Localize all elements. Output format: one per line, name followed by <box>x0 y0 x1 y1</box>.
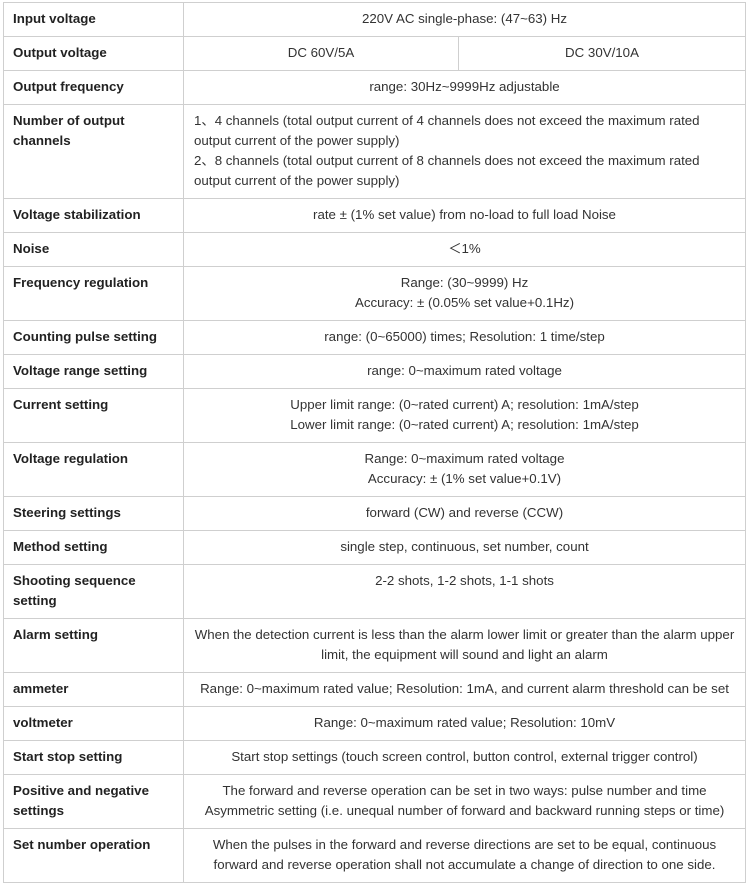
spec-label: Current setting <box>3 388 184 443</box>
spec-value-line: Accuracy: ± (1% set value+0.1V) <box>367 471 562 486</box>
spec-value: When the pulses in the forward and rever… <box>183 828 746 883</box>
spec-row: voltmeter Range: 0~maximum rated value; R… <box>3 706 746 741</box>
spec-value-line: range: 0~maximum rated voltage <box>367 363 562 378</box>
spec-label: Frequency regulation <box>3 266 184 321</box>
spec-label: Output voltage <box>3 36 184 71</box>
spec-label: ammeter <box>3 672 184 707</box>
spec-value-line: Range: 0~maximum rated value; Resolution… <box>313 715 616 730</box>
spec-value-line: Start stop settings (touch screen contro… <box>231 749 698 764</box>
spec-value-line: Asymmetric setting (i.e. unequal number … <box>204 803 725 818</box>
spec-value: ＜1% <box>183 232 746 267</box>
spec-row: Frequency regulation Range: (30~9999) Hz A… <box>3 266 746 321</box>
spec-label: Voltage range setting <box>3 354 184 389</box>
spec-value: Range: 0~maximum rated value; Resolution… <box>183 672 746 707</box>
spec-value-line: range: (0~65000) times; Resolution: 1 ti… <box>324 329 605 344</box>
spec-value-line: 220V AC single-phase: (47~63) Hz <box>361 11 568 26</box>
spec-value: When the detection current is less than … <box>183 618 746 673</box>
spec-value: DC 60V/5A DC 30V/10A <box>183 36 746 71</box>
spec-value-line: rate ± (1% set value) from no-load to fu… <box>313 207 616 222</box>
spec-value: 1、4 channels (total output current of 4 … <box>183 104 746 199</box>
spec-label: Positive and negative settings <box>3 774 184 829</box>
spec-row: Output frequency range: 30Hz~9999Hz adjus… <box>3 70 746 105</box>
spec-value: range: 0~maximum rated voltage <box>183 354 746 389</box>
spec-value-line: Upper limit range: (0~rated current) A; … <box>290 397 639 412</box>
spec-label: Set number operation <box>3 828 184 883</box>
spec-row: Number of output channels 1、4 channels (t… <box>3 104 746 199</box>
spec-label: Voltage regulation <box>3 442 184 497</box>
spec-row: Set number operation When the pulses in t… <box>3 828 746 883</box>
spec-label: Start stop setting <box>3 740 184 775</box>
spec-label: Output frequency <box>3 70 184 105</box>
spec-row: Current setting Upper limit range: (0~rat… <box>3 388 746 443</box>
spec-label: Voltage stabilization <box>3 198 184 233</box>
spec-value: Range: (30~9999) Hz Accuracy: ± (0.05% se… <box>183 266 746 321</box>
spec-row: ammeter Range: 0~maximum rated value; Res… <box>3 672 746 707</box>
spec-value-line: range: 30Hz~9999Hz adjustable <box>369 79 560 94</box>
spec-row: Start stop setting Start stop settings (t… <box>3 740 746 775</box>
spec-value-line: When the pulses in the forward and rever… <box>212 837 717 872</box>
spec-label: Noise <box>3 232 184 267</box>
spec-value: 220V AC single-phase: (47~63) Hz <box>183 2 746 37</box>
spec-value-line: ＜1% <box>448 241 481 256</box>
spec-row: Voltage stabilization rate ± (1% set valu… <box>3 198 746 233</box>
spec-value: 2-2 shots, 1-2 shots, 1-1 shots <box>183 564 746 619</box>
spec-value-line: 2-2 shots, 1-2 shots, 1-1 shots <box>375 573 554 588</box>
spec-label: Alarm setting <box>3 618 184 673</box>
spec-value-line: Accuracy: ± (0.05% set value+0.1Hz) <box>354 295 575 310</box>
spec-label: Method setting <box>3 530 184 565</box>
spec-label: Number of output channels <box>3 104 184 199</box>
spec-value-option: DC 30V/10A <box>565 45 639 60</box>
spec-row: Shooting sequence setting 2-2 shots, 1-2 … <box>3 564 746 619</box>
spec-row: Method setting single step, continuous, s… <box>3 530 746 565</box>
spec-label: Counting pulse setting <box>3 320 184 355</box>
spec-row: Voltage range setting range: 0~maximum ra… <box>3 354 746 389</box>
spec-value: single step, continuous, set number, cou… <box>183 530 746 565</box>
spec-value: Range: 0~maximum rated voltage Accuracy: … <box>183 442 746 497</box>
spec-row: Positive and negative settings The forwar… <box>3 774 746 829</box>
spec-row: Output voltage DC 60V/5A DC 30V/10A <box>3 36 746 71</box>
spec-value-line: The forward and reverse operation can be… <box>222 783 707 798</box>
spec-row: Voltage regulation Range: 0~maximum rated… <box>3 442 746 497</box>
spec-row: Alarm setting When the detection current … <box>3 618 746 673</box>
spec-value: range: (0~65000) times; Resolution: 1 ti… <box>183 320 746 355</box>
spec-value: Upper limit range: (0~rated current) A; … <box>183 388 746 443</box>
spec-row: Input voltage 220V AC single-phase: (47~6… <box>3 2 746 37</box>
spec-value-option: DC 60V/5A <box>184 37 459 70</box>
spec-value-line: 1、4 channels (total output current of 4 … <box>194 113 700 148</box>
spec-value-line: When the detection current is less than … <box>194 627 735 662</box>
spec-value-line: Range: 0~maximum rated voltage <box>364 451 565 466</box>
spec-value: forward (CW) and reverse (CCW) <box>183 496 746 531</box>
spec-label: voltmeter <box>3 706 184 741</box>
spec-row: Noise ＜1% <box>3 232 746 267</box>
spec-label: Steering settings <box>3 496 184 531</box>
spec-value: Range: 0~maximum rated value; Resolution… <box>183 706 746 741</box>
spec-label: Input voltage <box>3 2 184 37</box>
spec-value-line: single step, continuous, set number, cou… <box>340 539 589 554</box>
spec-value: Start stop settings (touch screen contro… <box>183 740 746 775</box>
spec-value-line: forward (CW) and reverse (CCW) <box>365 505 564 520</box>
spec-row: Counting pulse setting range: (0~65000) t… <box>3 320 746 355</box>
spec-value-line: 2、8 channels (total output current of 8 … <box>194 153 700 188</box>
spec-row: Steering settings forward (CW) and revers… <box>3 496 746 531</box>
spec-value-line: Lower limit range: (0~rated current) A; … <box>290 417 639 432</box>
spec-value: rate ± (1% set value) from no-load to fu… <box>183 198 746 233</box>
spec-label: Shooting sequence setting <box>3 564 184 619</box>
spec-value-line: Range: (30~9999) Hz <box>400 275 529 290</box>
spec-table: Input voltage 220V AC single-phase: (47~6… <box>3 2 746 883</box>
spec-value: The forward and reverse operation can be… <box>183 774 746 829</box>
spec-value: range: 30Hz~9999Hz adjustable <box>183 70 746 105</box>
spec-value-line: Range: 0~maximum rated value; Resolution… <box>200 681 729 696</box>
